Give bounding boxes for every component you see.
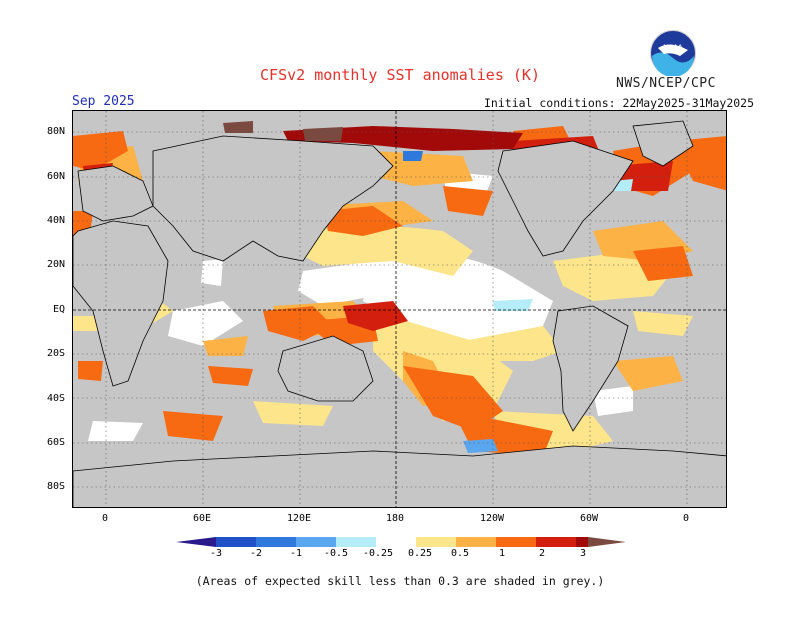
lon-label: 0 (682, 513, 690, 524)
continents (73, 120, 726, 507)
map-canvas (73, 111, 726, 507)
sst-anomaly-map (72, 110, 727, 508)
cbar-segment (216, 537, 256, 547)
noaa-logo: NOAA (650, 30, 696, 76)
lon-label: 0 (101, 513, 109, 524)
lat-label: 40N (46, 215, 65, 226)
agency-label: NWS/NCEP/CPC (616, 76, 716, 91)
cbar-label: -0.25 (362, 548, 394, 559)
lat-label: 80S (46, 481, 65, 492)
lat-label: 40S (46, 393, 65, 404)
forecast-month-label: Sep 2025 (72, 94, 135, 109)
lon-label: 60E (192, 513, 212, 524)
cbar-segment (456, 537, 496, 547)
lat-label: 20N (46, 259, 65, 270)
cbar-label: -1 (289, 548, 303, 559)
cbar-segment (256, 537, 296, 547)
logo-text: NOAA (663, 44, 682, 51)
cbar-segment (536, 537, 576, 547)
cbar-arrow-high (588, 537, 626, 547)
lon-label: 120E (286, 513, 312, 524)
lon-label: 120W (479, 513, 505, 524)
lon-label: 60W (579, 513, 599, 524)
color-bar (176, 537, 626, 547)
cbar-label: 3 (579, 548, 587, 559)
cbar-label: 1 (498, 548, 506, 559)
cbar-segment (576, 537, 588, 547)
lon-label: 180 (385, 513, 405, 524)
cbar-label: 0.5 (450, 548, 470, 559)
cbar-segment (336, 537, 376, 547)
lat-label: EQ (52, 304, 65, 315)
equator-dateline (73, 111, 726, 507)
cbar-label: -3 (209, 548, 223, 559)
cbar-label: -2 (249, 548, 263, 559)
cbar-segment (496, 537, 536, 547)
lat-label: 60S (46, 437, 65, 448)
skill-footnote: (Areas of expected skill less than 0.3 a… (195, 574, 605, 588)
lat-label: 60N (46, 171, 65, 182)
cbar-label: -0.5 (323, 548, 349, 559)
lat-label: 20S (46, 348, 65, 359)
lat-label: 80N (46, 126, 65, 137)
map-title: CFSv2 monthly SST anomalies (K) (260, 66, 540, 84)
cbar-arrow-low (176, 537, 216, 547)
cbar-segment (416, 537, 456, 547)
initial-conditions-label: Initial conditions: 22May2025-31May2025 (484, 96, 755, 110)
cbar-segment (376, 537, 416, 547)
cbar-segment (296, 537, 336, 547)
cbar-label: 2 (538, 548, 546, 559)
cbar-label: 0.25 (407, 548, 433, 559)
